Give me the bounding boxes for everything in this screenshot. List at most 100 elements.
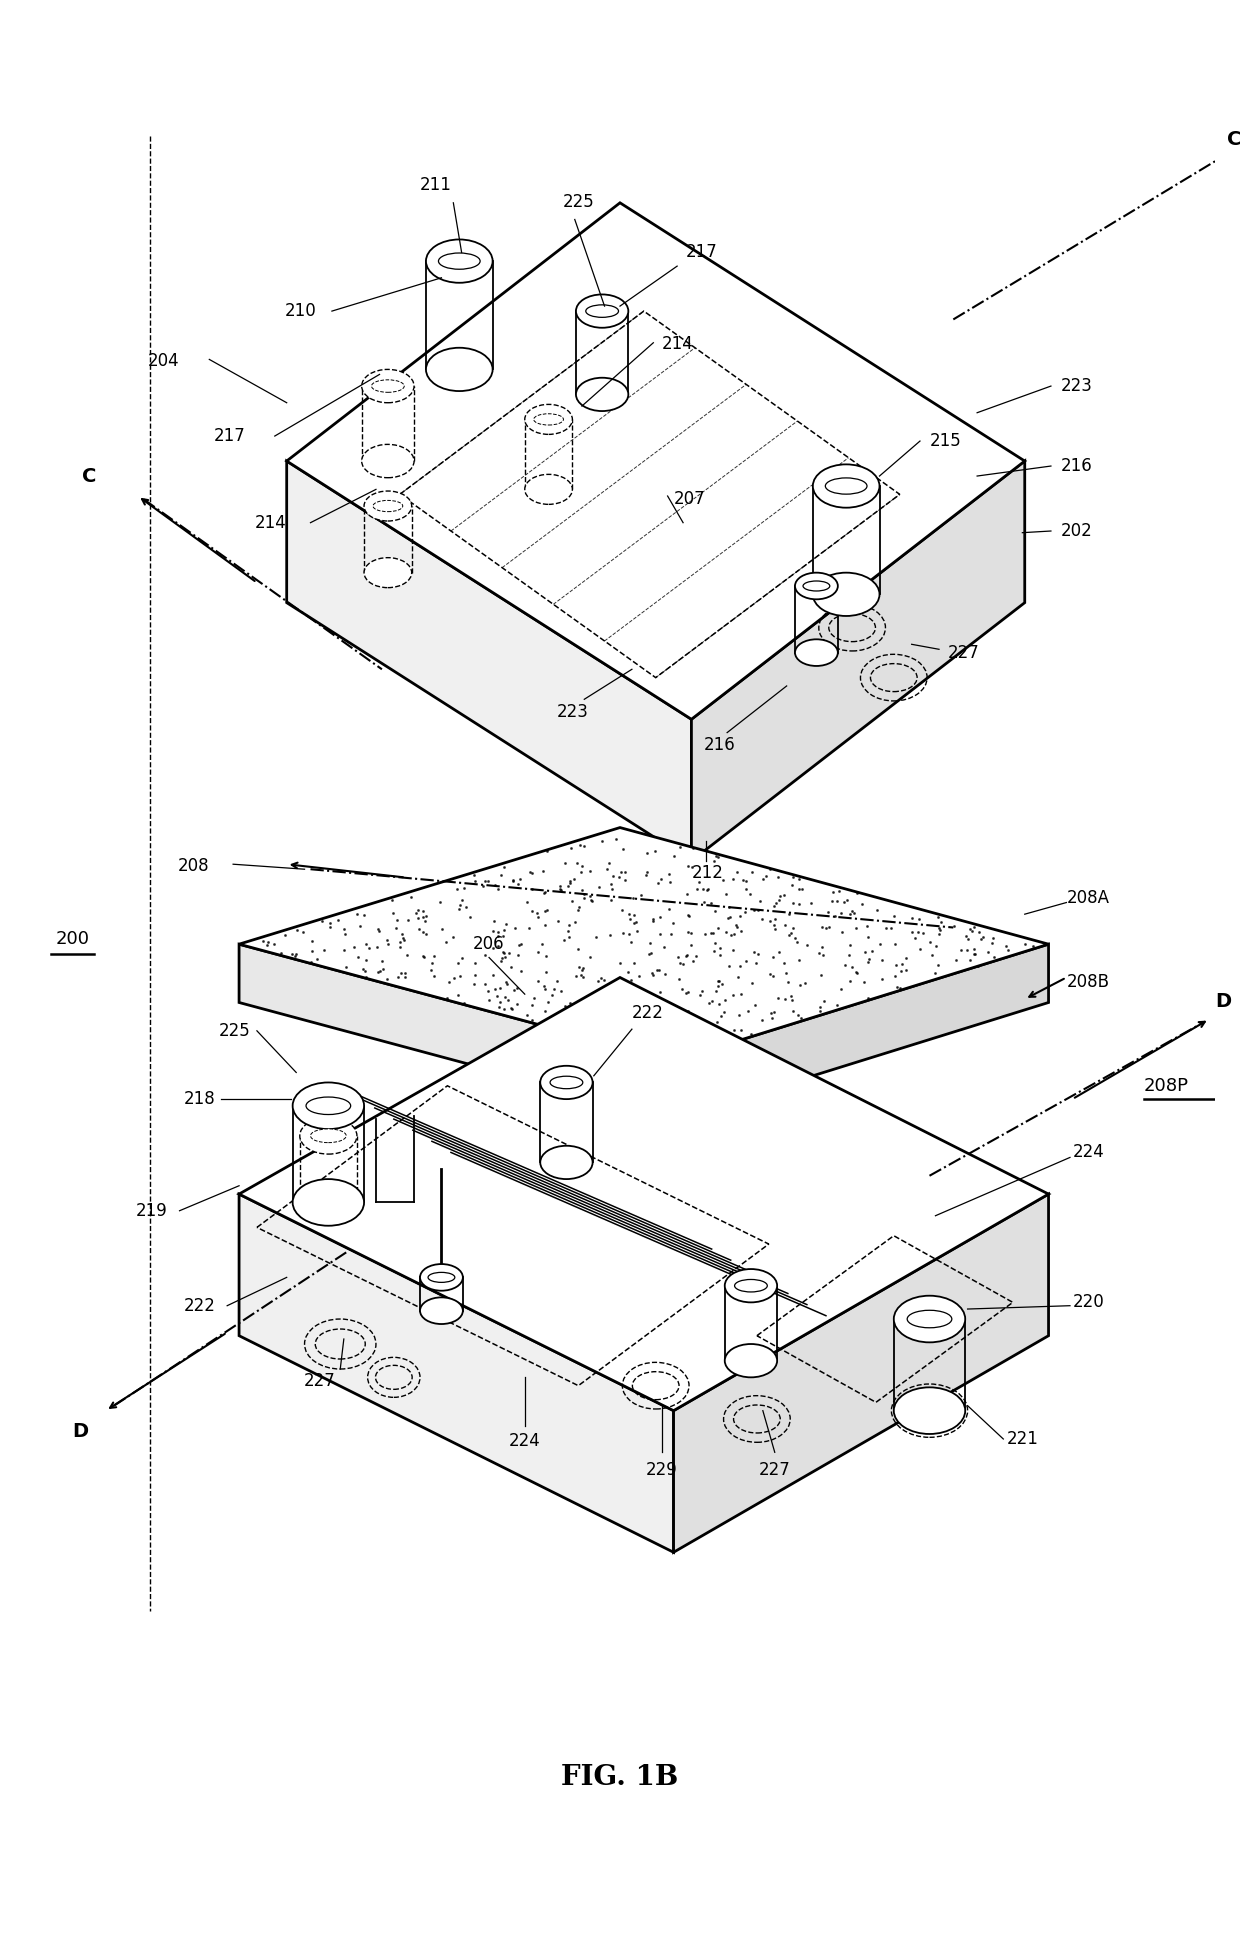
Point xyxy=(737,874,756,905)
Ellipse shape xyxy=(813,573,879,616)
Point xyxy=(769,936,789,968)
Point xyxy=(697,874,717,905)
Point xyxy=(615,864,635,895)
Point xyxy=(495,981,515,1013)
Point xyxy=(517,886,537,917)
Point xyxy=(704,847,724,878)
Point xyxy=(925,931,945,962)
Point xyxy=(727,911,746,942)
Point xyxy=(624,946,644,978)
Point xyxy=(847,878,867,909)
Point xyxy=(968,950,988,981)
Point xyxy=(564,864,584,895)
Point xyxy=(619,897,639,929)
Point xyxy=(930,913,950,944)
Point xyxy=(464,858,484,890)
Point xyxy=(598,852,618,884)
Point xyxy=(676,978,696,1009)
Text: D: D xyxy=(72,1423,88,1441)
Point xyxy=(622,882,642,913)
Point xyxy=(920,927,940,958)
Point xyxy=(573,952,593,983)
Point xyxy=(766,888,786,919)
Point xyxy=(792,874,812,905)
Text: 218: 218 xyxy=(184,1091,216,1108)
Point xyxy=(702,917,722,948)
Point xyxy=(335,934,355,966)
Point xyxy=(320,911,340,942)
Text: 215: 215 xyxy=(930,432,961,450)
Point xyxy=(498,936,518,968)
Polygon shape xyxy=(239,944,673,1118)
Point xyxy=(797,929,817,960)
Point xyxy=(415,905,435,936)
Point xyxy=(424,960,444,991)
Point xyxy=(505,913,525,944)
Point xyxy=(651,901,671,933)
Point xyxy=(960,913,980,944)
Point xyxy=(618,956,637,987)
Ellipse shape xyxy=(365,491,412,522)
Point xyxy=(985,942,1004,974)
Point xyxy=(666,1032,686,1064)
Point xyxy=(715,878,735,909)
Point xyxy=(534,970,554,1001)
Point xyxy=(626,905,646,936)
Point xyxy=(970,917,990,948)
Point xyxy=(699,987,719,1019)
Text: 229: 229 xyxy=(646,1460,677,1478)
Ellipse shape xyxy=(541,1146,593,1179)
Point xyxy=(815,985,835,1017)
Point xyxy=(698,1009,718,1040)
Point xyxy=(580,1009,600,1040)
Point xyxy=(495,940,515,972)
Point xyxy=(858,946,878,978)
Point xyxy=(448,979,467,1011)
Point xyxy=(388,962,408,993)
Point xyxy=(465,960,485,991)
Point xyxy=(525,981,544,1013)
Point xyxy=(464,968,484,999)
Point xyxy=(827,886,847,917)
Point xyxy=(521,856,541,888)
Point xyxy=(963,911,983,942)
Ellipse shape xyxy=(427,239,492,283)
Point xyxy=(634,1032,653,1064)
Point xyxy=(997,931,1017,962)
Point xyxy=(811,960,831,991)
Point xyxy=(862,934,882,966)
Text: 227: 227 xyxy=(759,1460,791,1478)
Point xyxy=(672,974,692,1005)
Point xyxy=(765,913,785,944)
Ellipse shape xyxy=(362,444,414,477)
Point xyxy=(352,954,372,985)
Text: 216: 216 xyxy=(1060,457,1092,475)
Point xyxy=(538,987,558,1019)
Point xyxy=(548,905,568,936)
Point xyxy=(522,989,542,1021)
Point xyxy=(702,888,722,919)
Point xyxy=(978,936,998,968)
Point xyxy=(281,938,301,970)
Text: C: C xyxy=(1228,131,1240,149)
Point xyxy=(885,929,905,960)
Point xyxy=(312,905,332,936)
Point xyxy=(485,870,505,901)
Point xyxy=(387,913,407,944)
Point xyxy=(694,886,714,917)
Point xyxy=(963,938,983,970)
Point xyxy=(770,880,790,911)
Point xyxy=(658,893,678,925)
Polygon shape xyxy=(673,944,1049,1118)
Point xyxy=(450,960,470,991)
Point xyxy=(645,835,665,866)
Point xyxy=(537,835,557,866)
Point xyxy=(677,940,697,972)
Point xyxy=(367,933,387,964)
Point xyxy=(398,905,418,936)
Point xyxy=(558,870,578,901)
Point xyxy=(632,1028,652,1060)
Point xyxy=(572,954,591,985)
Point xyxy=(619,919,639,950)
Point xyxy=(584,987,604,1019)
